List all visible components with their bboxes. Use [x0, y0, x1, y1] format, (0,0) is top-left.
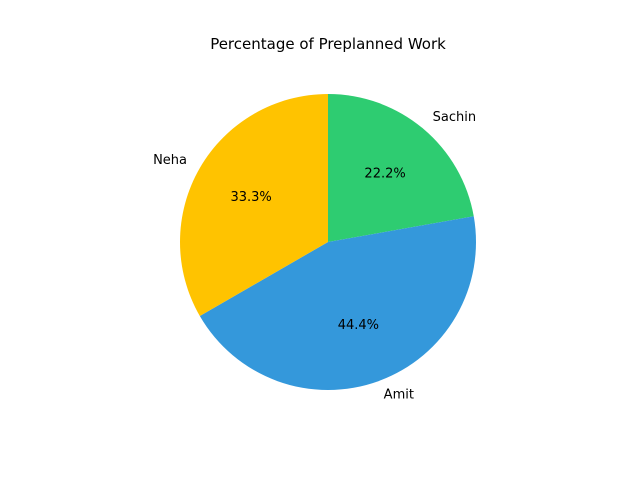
pie-slice-amit [199, 216, 476, 390]
slice-label-neha: Neha [153, 153, 187, 168]
pie-slice-neha [180, 94, 328, 316]
slice-percentage-neha: 33.3% [230, 190, 271, 205]
slice-percentage-amit: 44.4% [338, 318, 379, 333]
pie-labels: Sachin 22.2% Amit 44.4% Neha 33.3% [153, 110, 476, 403]
pie-slices [180, 94, 476, 390]
slice-percentage-sachin: 22.2% [364, 166, 405, 181]
slice-label-sachin: Sachin [433, 110, 476, 125]
chart-title: Percentage of Preplanned Work [210, 35, 446, 53]
pie-slice-sachin [328, 94, 474, 242]
slice-label-amit: Amit [384, 387, 414, 402]
